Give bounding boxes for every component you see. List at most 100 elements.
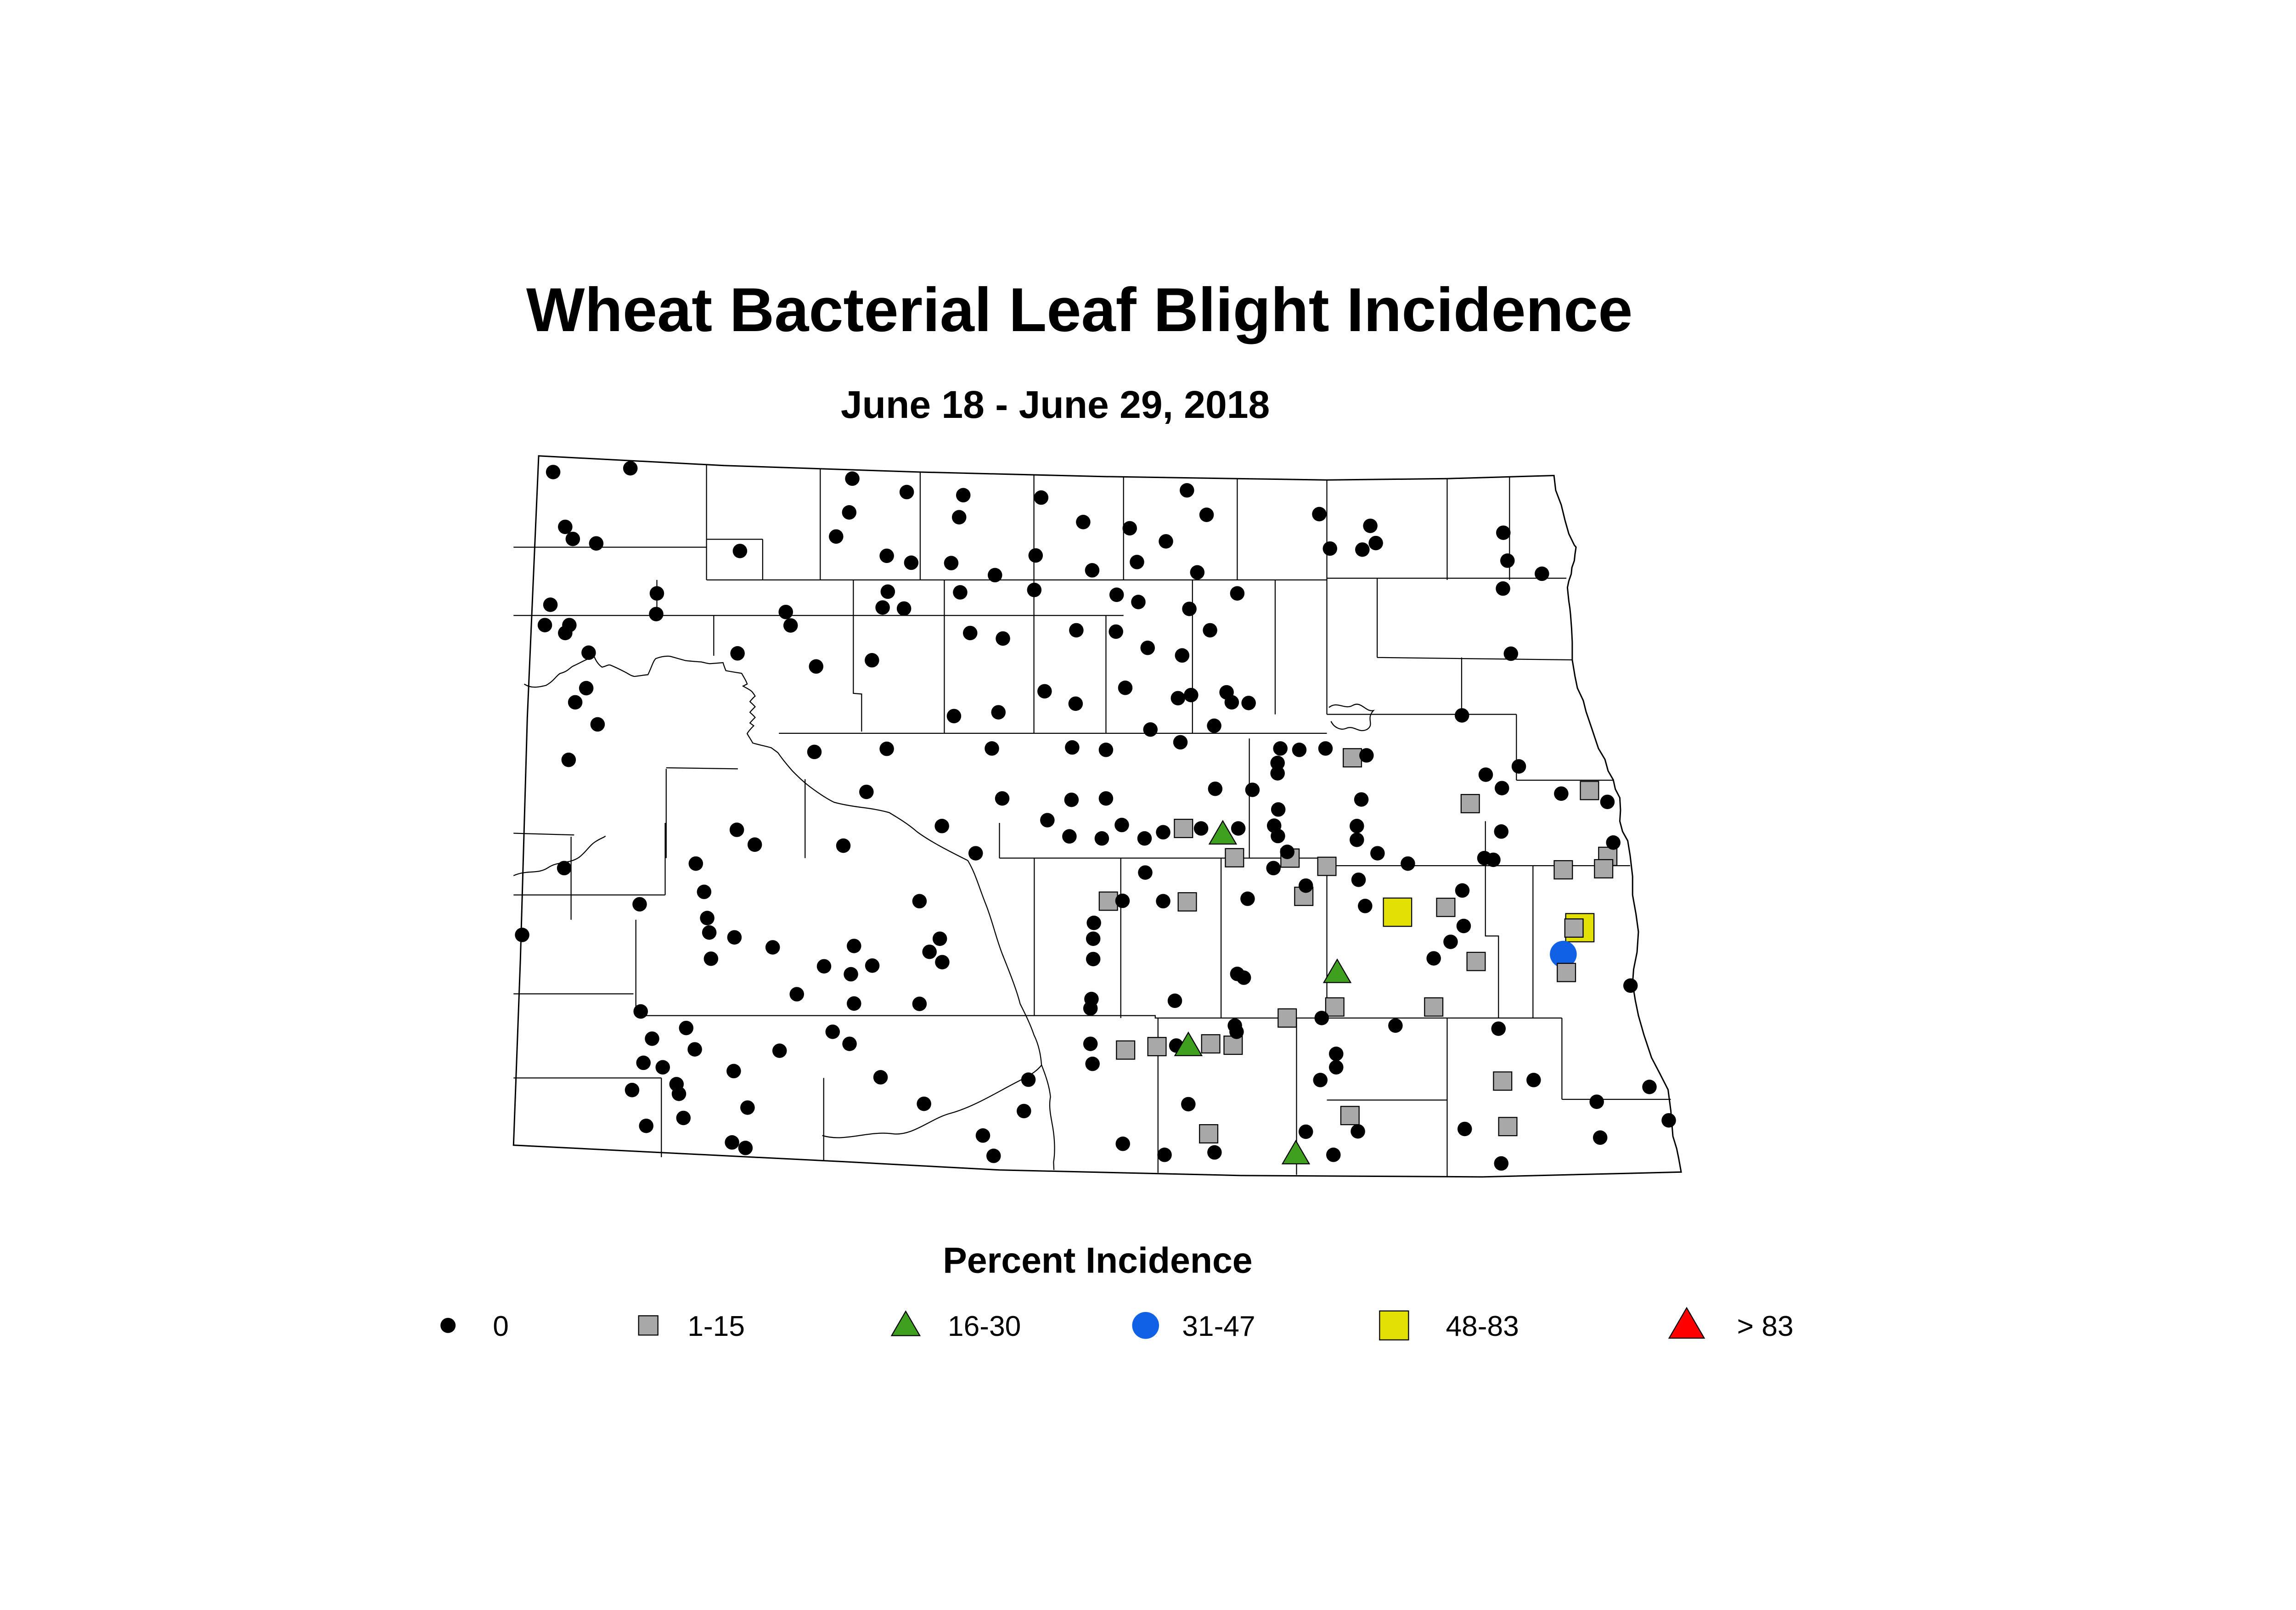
data-point-marker [1201,1034,1221,1054]
data-point-marker [1156,825,1171,840]
data-point-marker [988,568,1002,583]
data-point-marker [1143,722,1158,737]
data-point-marker [703,951,719,966]
data-point-marker [1207,718,1221,733]
data-point-marker [1466,951,1486,971]
data-point-marker [842,1036,857,1051]
data-point-marker [1426,951,1441,966]
data-point-marker [1137,831,1152,846]
data-point-marker [991,705,1006,720]
data-point-marker [1076,515,1091,529]
data-point-marker [725,1135,739,1150]
data-point-marker [1511,759,1526,774]
data-point-marker [579,681,594,696]
data-point-marker [899,484,914,500]
data-point-marker [829,529,844,544]
data-point-marker [1236,970,1251,985]
data-point-marker [1600,794,1615,810]
data-point-marker [1021,1072,1036,1087]
data-point-marker [807,744,822,760]
data-point-marker [1037,684,1052,699]
data-point-marker [1085,1056,1100,1071]
data-point-marker [1083,1001,1098,1016]
data-point-marker [880,584,895,599]
data-point-marker [1085,563,1100,578]
data-point-marker [639,1118,653,1133]
data-point-marker [558,519,573,535]
data-point-marker [1564,918,1584,938]
data-point-marker [836,838,851,853]
data-point-marker [1486,852,1501,867]
data-point-marker [1122,521,1137,536]
data-point-marker [537,618,552,632]
data-point-marker [700,911,715,925]
data-point-marker [589,536,604,551]
data-point-marker [557,861,572,876]
data-point-marker [932,931,947,946]
data-point-marker [951,510,967,525]
data-point-marker [1180,483,1194,498]
data-point-marker [1184,687,1199,703]
legend-square-icon [1379,1310,1409,1340]
data-point-marker [1027,582,1042,597]
data-point-marker [896,601,912,616]
data-point-marker [1086,915,1101,930]
data-point-marker [1329,1060,1344,1075]
data-point-marker [996,631,1010,646]
data-points-layer [515,461,1676,1171]
data-point-marker [1131,595,1146,609]
data-point-marker [655,1060,670,1075]
data-point-marker [1115,893,1130,908]
data-point-marker [732,544,748,558]
legend-triangle-icon [890,1310,921,1336]
legend-item-48-83: 48-83 [1379,1310,1519,1342]
data-point-marker [946,709,962,724]
data-point-marker [1554,786,1569,801]
data-point-marker [1343,748,1362,768]
data-point-marker [1363,518,1378,533]
data-point-marker [1370,846,1385,861]
county-boundaries [513,465,1671,1177]
data-point-marker [1266,861,1281,876]
data-point-marker [1313,1073,1328,1087]
data-point-marker [1455,883,1470,898]
data-point-marker [1271,828,1285,844]
data-point-marker [1086,951,1101,967]
data-point-marker [1457,1121,1472,1137]
data-point-marker [865,653,879,668]
data-point-marker [934,819,949,833]
data-point-marker [738,1141,753,1155]
data-point-marker [816,959,832,974]
legend: 0 1-15 16-30 31-47 48-83 > 83 [440,1306,1794,1342]
data-point-marker [935,955,950,970]
data-point-marker [765,940,780,955]
legend-item-1-15: 1-15 [638,1311,745,1342]
data-point-marker [975,1128,990,1143]
data-point-marker [986,1148,1001,1163]
data-point-marker [1114,817,1129,833]
data-point-marker [1494,1156,1509,1171]
data-point-marker [1167,993,1182,1008]
data-point-marker [1109,624,1123,639]
legend-item-31-47: 31-47 [1132,1311,1255,1342]
legend-square-icon [638,1315,658,1336]
data-point-marker [1443,934,1458,949]
data-point-marker [904,555,919,570]
data-point-marker [1240,891,1255,906]
data-point-marker [1456,918,1471,934]
data-point-marker [1281,1139,1311,1165]
data-point-marker [1383,897,1412,927]
data-point-marker [1388,1018,1403,1033]
data-point-marker [953,585,968,600]
data-point-marker [845,471,860,486]
data-point-marker [1318,741,1333,756]
legend-item-label: 1-15 [687,1311,745,1342]
data-point-marker [1535,566,1549,581]
data-point-marker [632,897,647,912]
data-point-marker [1298,1124,1313,1139]
data-point-marker [1325,997,1345,1017]
cannonball-river [822,1064,1042,1138]
data-point-marker [543,597,558,612]
data-point-marker [1115,1137,1130,1151]
